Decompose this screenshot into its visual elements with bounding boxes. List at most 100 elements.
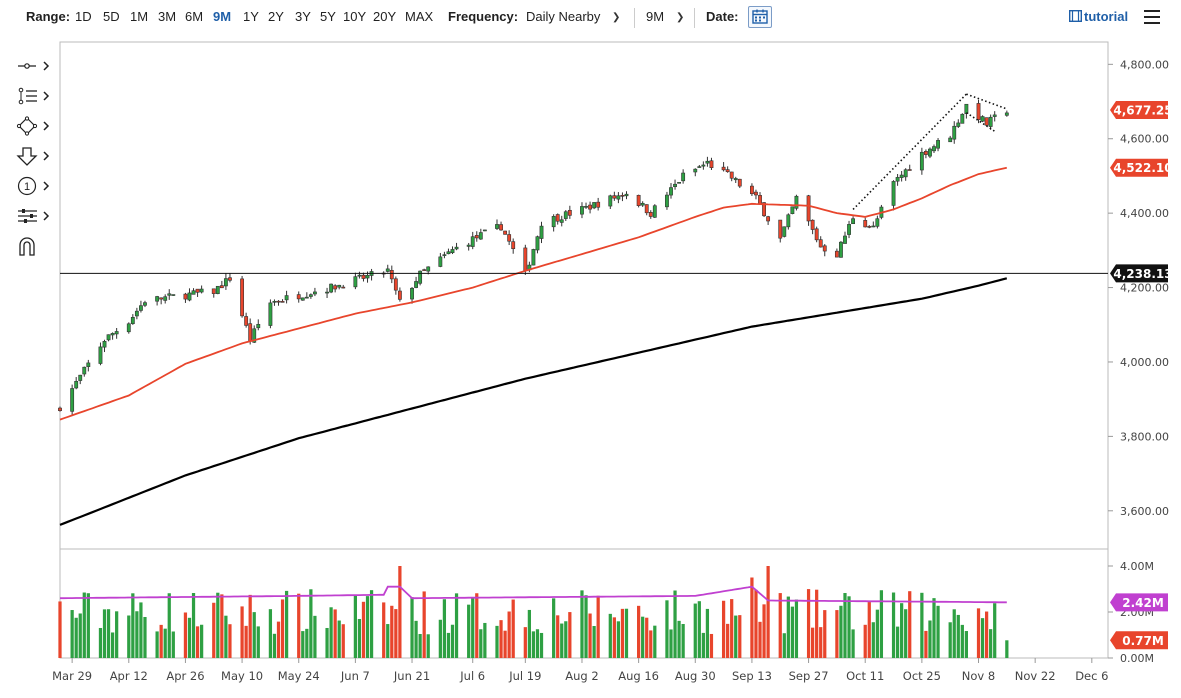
range-button-5d[interactable]: 5D xyxy=(103,9,120,24)
volume-bar xyxy=(438,619,442,658)
volume-bar xyxy=(102,609,107,658)
candle xyxy=(584,206,588,208)
range-button-2y[interactable]: 2Y xyxy=(268,9,284,24)
candle xyxy=(499,224,503,231)
candle xyxy=(244,316,249,326)
price-tick-label: 4,600.00 xyxy=(1120,133,1169,146)
volume-bar xyxy=(115,611,119,658)
range-button-20y[interactable]: 20Y xyxy=(373,9,397,24)
range-button-max[interactable]: MAX xyxy=(405,9,434,24)
volume-bar xyxy=(932,598,936,658)
range-button-3y[interactable]: 3Y xyxy=(295,9,311,24)
date-tick-label: Jul 19 xyxy=(508,669,541,683)
candle xyxy=(353,276,358,288)
candle xyxy=(964,103,969,114)
volume-bar xyxy=(535,629,540,658)
candle xyxy=(114,331,119,335)
volume-bar xyxy=(900,603,904,658)
candle xyxy=(86,362,91,367)
hamburger-menu-icon[interactable] xyxy=(1144,10,1160,24)
volume-bar xyxy=(309,589,313,658)
candle xyxy=(535,236,540,251)
arrow-down-tool-icon[interactable] xyxy=(16,146,56,170)
candle xyxy=(563,211,568,219)
date-tick-label: Jun 21 xyxy=(393,669,430,683)
candle xyxy=(389,270,394,280)
range-button-1y[interactable]: 1Y xyxy=(243,9,259,24)
volume-bar xyxy=(135,611,139,658)
date-tick-label: Jun 7 xyxy=(340,669,370,683)
volume-bar xyxy=(616,621,621,658)
volume-bars xyxy=(58,566,1009,658)
volume-bar xyxy=(454,593,459,658)
volume-bar xyxy=(527,609,531,658)
range-button-6m[interactable]: 6M xyxy=(185,9,204,24)
annotation-number-tool-icon[interactable]: 1 xyxy=(16,176,56,200)
date-label: Date: xyxy=(706,9,739,24)
candle xyxy=(907,169,912,171)
range-button-9m[interactable]: 9M xyxy=(213,9,232,24)
volume-bar xyxy=(810,627,815,658)
candle xyxy=(754,191,758,196)
candle xyxy=(988,116,993,127)
candle xyxy=(648,212,653,217)
volume-bar xyxy=(980,618,985,658)
candle xyxy=(644,204,649,214)
volume-bar xyxy=(86,593,90,658)
range-button-1m[interactable]: 1M xyxy=(130,9,149,24)
volume-bar xyxy=(195,626,200,658)
candle xyxy=(721,166,726,171)
volume-bar xyxy=(163,628,167,658)
candle xyxy=(130,316,135,324)
calendar-icon[interactable] xyxy=(748,6,772,28)
volume-bar xyxy=(183,612,188,658)
candle xyxy=(308,294,313,297)
volume-bar xyxy=(369,590,374,658)
candle xyxy=(758,195,762,205)
candle xyxy=(167,293,172,296)
flag-top-annotation xyxy=(966,93,1008,110)
candle xyxy=(539,225,544,239)
candle xyxy=(159,297,164,300)
indicator-settings-tool-icon[interactable] xyxy=(16,206,56,230)
range-button-3m[interactable]: 3M xyxy=(158,9,177,24)
frequency-dropdown[interactable]: Daily Nearby xyxy=(526,9,601,24)
volume-bar xyxy=(499,620,503,658)
candle xyxy=(110,333,115,336)
volume-bar xyxy=(155,631,159,658)
volume-bar xyxy=(256,626,260,658)
trendline-tool-icon[interactable] xyxy=(16,86,56,110)
volume-bar xyxy=(754,589,758,658)
chevron-down-icon[interactable]: ❯ xyxy=(612,12,621,23)
volume-bar xyxy=(268,609,273,658)
magnet-tool-icon[interactable] xyxy=(16,236,56,260)
volume-bar xyxy=(333,609,337,658)
tutorial-link[interactable]: tutorial xyxy=(1068,9,1128,24)
range-button-1d[interactable]: 1D xyxy=(75,9,92,24)
date-tick-label: Aug 2 xyxy=(565,669,598,683)
chevron-down-icon[interactable]: ❯ xyxy=(676,12,685,23)
volume-bar xyxy=(649,630,653,658)
range-button-5y[interactable]: 5Y xyxy=(320,9,336,24)
volume-bar xyxy=(673,590,677,658)
date-tick-label: Apr 26 xyxy=(166,669,204,683)
volume-bar xyxy=(766,566,770,658)
volume-bar xyxy=(960,624,964,658)
volume-bar xyxy=(596,595,600,658)
volume-bar xyxy=(200,624,204,658)
volume-bar xyxy=(750,577,754,658)
candle xyxy=(228,277,232,281)
candle xyxy=(393,278,398,291)
crosshair-tool-icon[interactable] xyxy=(16,56,56,80)
candle xyxy=(102,341,107,348)
price-tick-label: 4,400.00 xyxy=(1120,207,1169,220)
shape-tool-icon[interactable] xyxy=(16,116,56,140)
candle xyxy=(701,164,706,167)
range-button-10y[interactable]: 10Y xyxy=(343,9,367,24)
candle xyxy=(956,122,961,127)
candle xyxy=(891,181,896,206)
candle xyxy=(551,216,556,228)
volume-bar xyxy=(653,625,657,658)
period-dropdown[interactable]: 9M xyxy=(646,9,665,24)
